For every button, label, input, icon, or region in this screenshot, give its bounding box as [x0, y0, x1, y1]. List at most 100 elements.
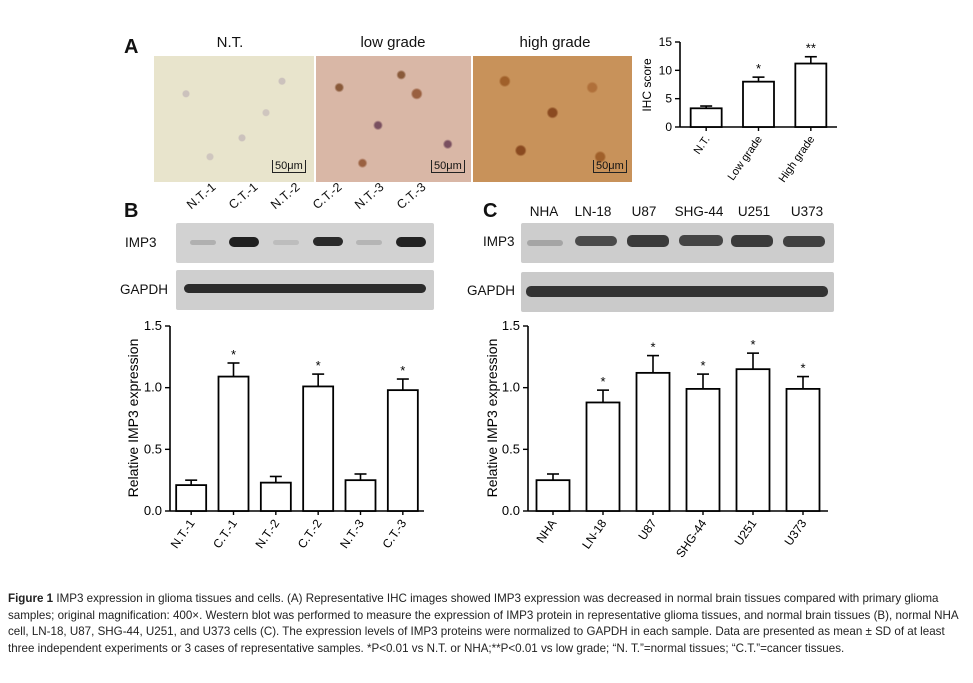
x-tick-label: SHG-44: [673, 516, 710, 560]
micro-title-nt: N.T.: [216, 34, 244, 51]
band: [527, 240, 563, 246]
x-tick-label: N.T.-1: [168, 516, 198, 551]
x-tick-label: High grade: [777, 134, 818, 185]
band: [190, 240, 216, 245]
caption-text: IMP3 expression in glioma tissues and ce…: [8, 592, 958, 655]
ihc-score-chart: 0 5 10 15 IHC score N.T. * Low grade ** High grad…: [640, 35, 837, 185]
panel-b-letter: B: [124, 200, 139, 222]
bar: [535, 479, 571, 512]
y-tick-label: 0: [665, 120, 672, 134]
blot-b-row-imp3: IMP3: [125, 235, 157, 250]
figure-caption: Figure 1 IMP3 expression in glioma tissu…: [8, 591, 966, 657]
blot-c-row-imp3: IMP3: [483, 234, 515, 249]
band: [356, 240, 382, 245]
scale-bar-nt: 50μm: [272, 160, 306, 173]
x-tick-label: LN-18: [579, 516, 609, 551]
y-axis-label: Relative IMP3 expression: [125, 339, 141, 498]
micro-image-high: 50μm: [473, 56, 632, 182]
blot-c-row-gapdh: GAPDH: [467, 283, 516, 298]
band: [783, 236, 825, 247]
x-tick-label: U373: [782, 516, 810, 548]
significance-marker: *: [750, 337, 755, 352]
x-tick-label: U251: [732, 516, 760, 548]
micro-title-high: high grade: [519, 34, 591, 51]
x-tick-label: C.T.-2: [295, 516, 325, 551]
y-tick-label: 0.0: [502, 503, 520, 518]
x-tick-label: N.T.: [692, 134, 713, 157]
band: [575, 236, 617, 246]
significance-marker: *: [600, 374, 605, 389]
x-tick-label: U87: [635, 516, 659, 542]
x-tick-label: Low grade: [726, 134, 765, 183]
bar: [217, 375, 250, 512]
bar: [259, 481, 292, 512]
caption-label: Figure 1: [8, 592, 54, 605]
band: [679, 235, 723, 246]
bar: [386, 389, 419, 512]
blot-c-imp3-membrane: [521, 223, 834, 263]
bar: [635, 371, 671, 512]
blot-c-lane-label: U87: [631, 204, 657, 219]
y-tick-label: 1.0: [502, 380, 520, 395]
panel-a-letter: A: [124, 36, 139, 58]
significance-marker: *: [650, 340, 655, 355]
significance-marker: *: [800, 361, 805, 376]
bar: [685, 387, 721, 512]
band: [396, 237, 426, 247]
band: [229, 237, 259, 247]
y-tick-label: 0.0: [144, 503, 162, 518]
y-tick-label: 5: [665, 92, 672, 106]
blot-c-gapdh-membrane: [521, 272, 834, 312]
bar: [735, 368, 771, 512]
bar: [689, 107, 723, 128]
x-tick-label: N.T.-2: [252, 516, 282, 551]
x-tick-label: N.T.-3: [337, 516, 367, 551]
scale-bar-low: 50μm: [431, 160, 465, 173]
blot-b-gapdh-membrane: [176, 270, 434, 310]
blot-c-lane-label: U373: [790, 204, 824, 219]
bar: [585, 401, 621, 512]
significance-marker: **: [806, 41, 816, 56]
y-tick-label: 1.5: [144, 318, 162, 333]
significance-marker: *: [316, 358, 321, 373]
x-tick-label: C.T.-3: [379, 516, 409, 551]
bar: [794, 62, 828, 128]
bar: [742, 80, 775, 128]
band: [273, 240, 299, 245]
bar: [785, 387, 821, 512]
band: [313, 237, 343, 246]
band: [627, 235, 669, 247]
y-tick-label: 15: [659, 35, 673, 49]
blot-c-lane-label: LN-18: [574, 204, 612, 219]
blot-c-lane-label: NHA: [529, 204, 559, 219]
blot-b-row-gapdh: GAPDH: [120, 282, 169, 297]
band: [184, 284, 426, 293]
panel-c-letter: C: [483, 200, 498, 222]
micro-title-low: low grade: [360, 34, 426, 51]
significance-marker: *: [231, 347, 236, 362]
y-tick-label: 10: [659, 63, 673, 77]
scale-bar-high: 50μm: [593, 160, 627, 173]
significance-marker: *: [700, 358, 705, 373]
y-tick-label: 1.0: [144, 380, 162, 395]
bar: [344, 479, 377, 512]
bar: [175, 484, 208, 512]
x-tick-label: NHA: [533, 517, 559, 546]
y-tick-label: 0.5: [144, 441, 162, 456]
blot-b-imp3-membrane: [176, 223, 434, 263]
significance-marker: *: [756, 61, 761, 76]
bar: [302, 385, 335, 512]
y-tick-label: 1.5: [502, 318, 520, 333]
band: [731, 235, 773, 247]
blot-c-lane-label: SHG-44: [674, 204, 724, 219]
y-tick-label: 0.5: [502, 441, 520, 456]
micro-image-nt: 50μm: [154, 56, 314, 182]
significance-marker: *: [400, 363, 405, 378]
band: [526, 286, 828, 297]
micro-image-low: 50μm: [316, 56, 471, 182]
x-tick-label: C.T.-1: [210, 516, 240, 551]
y-axis-label: Relative IMP3 expression: [484, 339, 500, 498]
